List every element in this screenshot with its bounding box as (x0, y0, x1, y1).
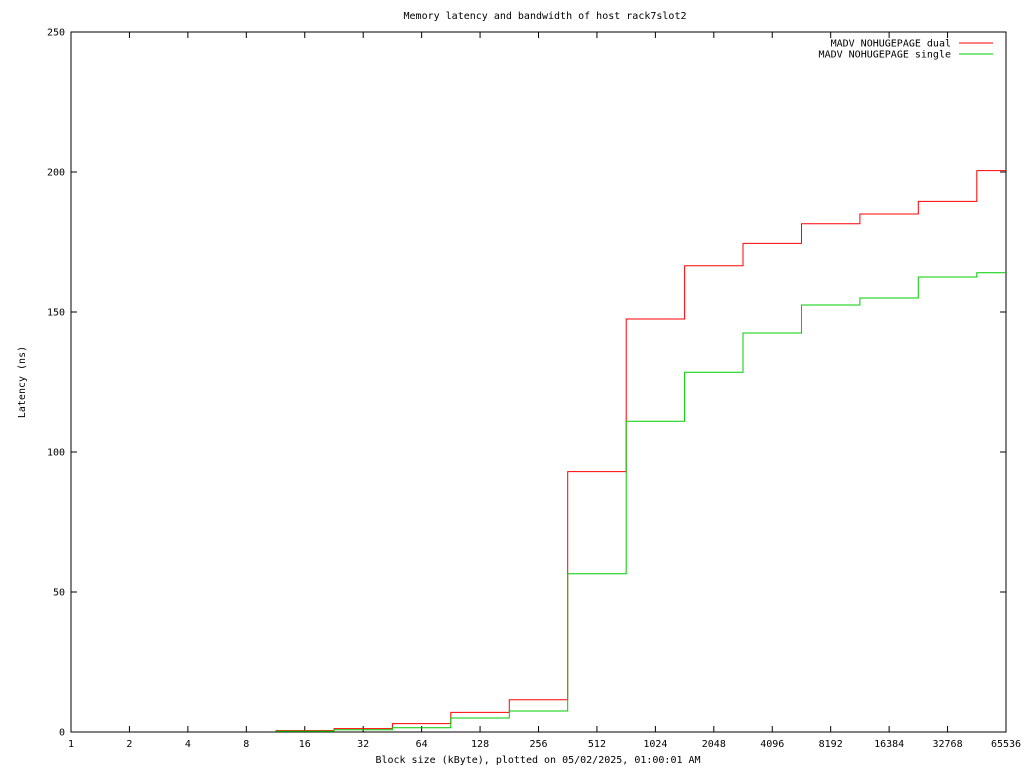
x-tick-label: 1 (68, 739, 74, 750)
x-tick-label: 2 (126, 739, 132, 750)
axis-ticks: 1 2 4 8 16 32 64 128 256 512 1024 2048 4096 8192 16384… (47, 28, 1021, 751)
y-tick-label: 250 (47, 28, 65, 39)
y-axis-label: Latency (ns) (17, 346, 28, 418)
x-tick-label: 32 (357, 739, 369, 750)
x-tick-label: 8 (243, 739, 249, 750)
y-tick-label: 100 (47, 448, 65, 459)
legend-label: MADV NOHUGEPAGE dual (831, 39, 951, 50)
chart-title: Memory latency and bandwidth of host rac… (404, 11, 687, 22)
x-tick-label: 2048 (702, 739, 726, 750)
y-tick-label: 150 (47, 308, 65, 319)
y-tick-label: 50 (53, 588, 65, 599)
series-lines (275, 170, 1006, 732)
x-tick-label: 16384 (874, 739, 904, 750)
series-line-single (275, 272, 1006, 732)
x-tick-label: 512 (588, 739, 606, 750)
x-tick-label: 4096 (760, 739, 784, 750)
y-tick-label: 200 (47, 168, 65, 179)
x-tick-label: 16 (299, 739, 311, 750)
x-tick-label: 65536 (991, 739, 1021, 750)
x-tick-label: 32768 (933, 739, 963, 750)
x-tick-label: 4 (185, 739, 191, 750)
y-tick-label: 0 (59, 728, 65, 739)
plot-frame (70, 31, 1007, 733)
x-tick-label: 1024 (643, 739, 667, 750)
legend-label: MADV NOHUGEPAGE single (819, 50, 951, 61)
x-axis-label: Block size (kByte), plotted on 05/02/202… (375, 755, 700, 766)
x-tick-label: 256 (529, 739, 547, 750)
x-tick-label: 8192 (819, 739, 843, 750)
series-line-dual (275, 170, 1006, 732)
x-tick-label: 128 (471, 739, 489, 750)
x-tick-label: 64 (416, 739, 428, 750)
